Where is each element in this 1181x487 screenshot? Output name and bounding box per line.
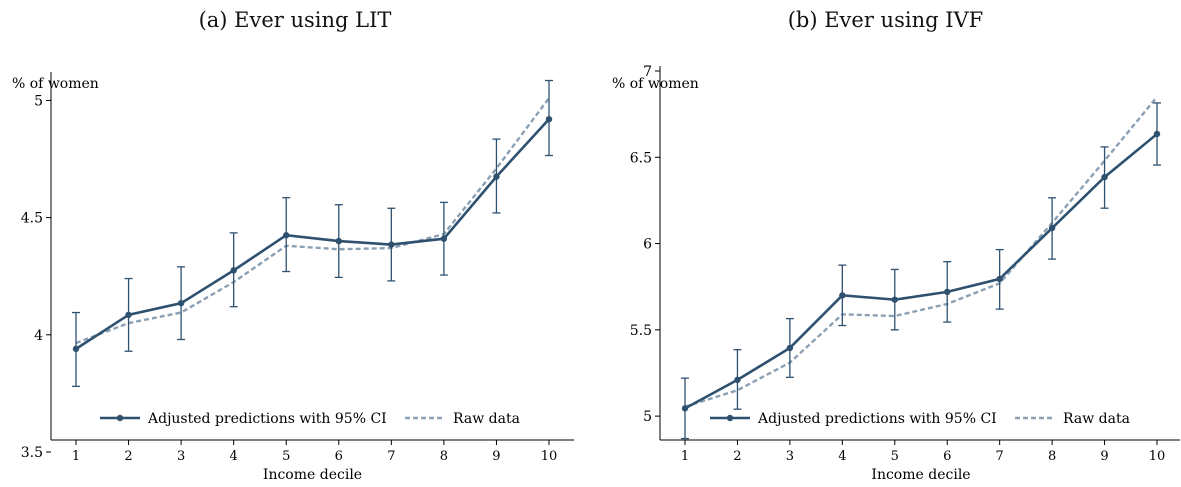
adjusted-prediction-point	[891, 296, 898, 303]
raw-data-line	[75, 97, 550, 345]
legend-raw-label: Raw data	[453, 411, 520, 427]
x-tick-label: 1	[72, 449, 80, 464]
x-tick-label: 3	[177, 449, 185, 464]
chart-title: (a) Ever using LIT	[198, 8, 392, 32]
y-tick-label: 3.5	[21, 445, 43, 461]
x-tick-label: 9	[492, 449, 500, 464]
x-tick-label: 1	[681, 449, 689, 464]
chart-panel-lit: (a) Ever using LIT 3.5 4 4.5 5 1 2 3 4 5 6 7 8 9 10 % …	[0, 0, 590, 487]
x-tick-label: 8	[1048, 449, 1056, 464]
y-axis-label: % of women	[12, 76, 99, 92]
adjusted-prediction-point	[786, 344, 794, 352]
legend-adjusted-label: Adjusted predictions with 95% CI	[147, 411, 387, 427]
x-tick-label: 10	[541, 449, 558, 464]
legend-raw-label: Raw data	[1063, 411, 1130, 427]
x-tick-label: 2	[124, 449, 132, 464]
x-tick-label: 7	[387, 449, 395, 464]
adjusted-predictions-line	[684, 132, 1158, 410]
chart-panel-ivf: (b) Ever using IVF 5 5.5 6 6.5 7 1 2 3 4 5 6 7 8 9 10%…	[590, 0, 1181, 487]
chart-title: (b) Ever using IVF	[787, 8, 984, 32]
adjusted-prediction-point	[944, 288, 951, 296]
x-tick-label: 6	[335, 449, 343, 464]
x-tick-label: 8	[440, 449, 448, 464]
adjusted-prediction-point	[1153, 130, 1161, 138]
adjusted-prediction-point	[996, 275, 1003, 283]
x-tick-label: 10	[1149, 449, 1166, 464]
x-tick-label: 5	[891, 449, 899, 464]
x-tick-label: 3	[786, 449, 794, 464]
adjusted-prediction-point	[283, 232, 290, 239]
adjusted-prediction-point	[545, 115, 553, 123]
y-tick-label: 6	[643, 237, 652, 253]
x-tick-label: 9	[1100, 449, 1108, 464]
adjusted-prediction-point	[335, 237, 342, 245]
x-tick-label: 5	[282, 449, 290, 464]
x-tick-label: 7	[996, 449, 1004, 464]
y-tick-label: 6.5	[630, 150, 652, 166]
legend-adjusted-marker	[726, 414, 734, 422]
x-tick-label: 4	[838, 449, 846, 464]
y-tick-label: 7	[643, 64, 652, 80]
adjusted-prediction-point	[125, 311, 132, 319]
chart-svg-lit: 3.5 4 4.5 5 1 2 3 4 5 6 7 8 9 10 % of women Income deci…	[12, 72, 574, 483]
adjusted-prediction-point	[177, 299, 185, 307]
adjusted-prediction-point	[493, 173, 500, 180]
adjusted-prediction-point	[1048, 224, 1056, 232]
adjusted-prediction-point	[440, 235, 448, 242]
adjusted-prediction-point	[839, 292, 846, 299]
legend-adjusted-marker	[116, 414, 124, 422]
y-tick-label: 4	[34, 328, 43, 344]
y-tick-label: 5	[643, 409, 652, 425]
y-axis-label: % of women	[612, 76, 699, 92]
adjusted-prediction-point	[230, 267, 237, 274]
adjusted-prediction-point	[734, 376, 741, 384]
y-tick-label: 5.5	[630, 323, 652, 339]
adjusted-prediction-point	[1101, 173, 1108, 181]
x-tick-label: 2	[733, 449, 741, 464]
y-tick-label: 5	[34, 93, 43, 109]
chart-svg-ivf: 5 5.5 6 6.5 7 1 2 3 4 5 6 7 8 9 10 % of women Income dec…	[612, 64, 1180, 483]
adjusted-prediction-point	[681, 405, 689, 412]
adjusted-prediction-point	[388, 241, 395, 248]
x-tick-label: 4	[230, 449, 238, 464]
raw-data-line	[684, 96, 1158, 408]
x-tick-label: 6	[943, 449, 951, 464]
x-axis-label: Income decile	[263, 467, 362, 483]
adjusted-predictions-line	[75, 118, 550, 350]
adjusted-prediction-point	[72, 345, 80, 353]
y-tick-label: 4.5	[21, 211, 43, 227]
legend-adjusted-label: Adjusted predictions with 95% CI	[757, 411, 997, 427]
x-axis-label: Income decile	[871, 467, 970, 483]
